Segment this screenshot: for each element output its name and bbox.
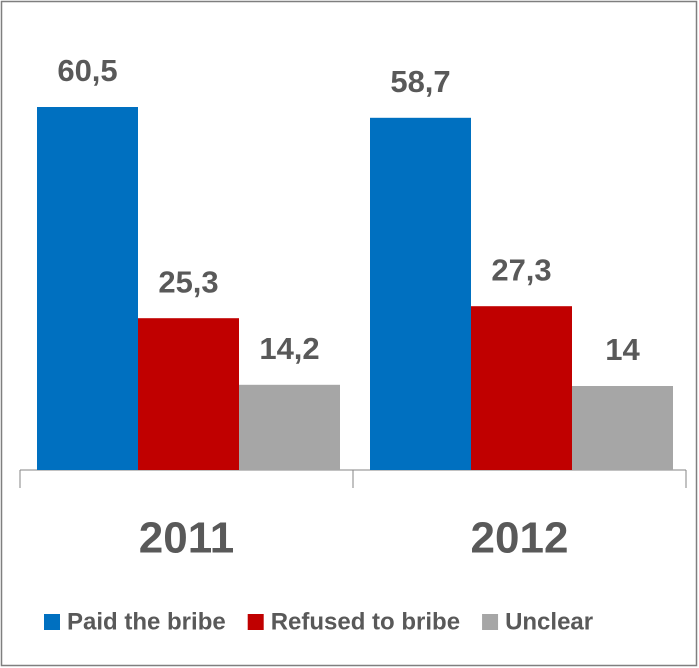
legend-swatch [247, 614, 264, 630]
bar [370, 117, 471, 471]
bar [471, 306, 572, 470]
bar [239, 384, 340, 470]
data-label: 25,3 [158, 264, 218, 299]
data-label: 14,2 [259, 331, 319, 366]
data-label: 58,7 [390, 64, 450, 99]
x-tick-label: 2011 [139, 514, 234, 563]
bar [37, 107, 138, 470]
legend-label: Unclear [505, 608, 593, 635]
data-label: 60,5 [57, 53, 117, 88]
data-label: 27,3 [491, 252, 551, 287]
data-label: 14 [605, 332, 640, 367]
bar [572, 386, 673, 470]
x-tick-label: 2012 [471, 514, 569, 563]
legend-label: Paid the bribe [67, 608, 226, 635]
bar [138, 318, 239, 470]
legend-swatch [482, 614, 499, 630]
legend-label: Refused to bribe [271, 608, 460, 635]
legend-swatch [44, 614, 60, 630]
